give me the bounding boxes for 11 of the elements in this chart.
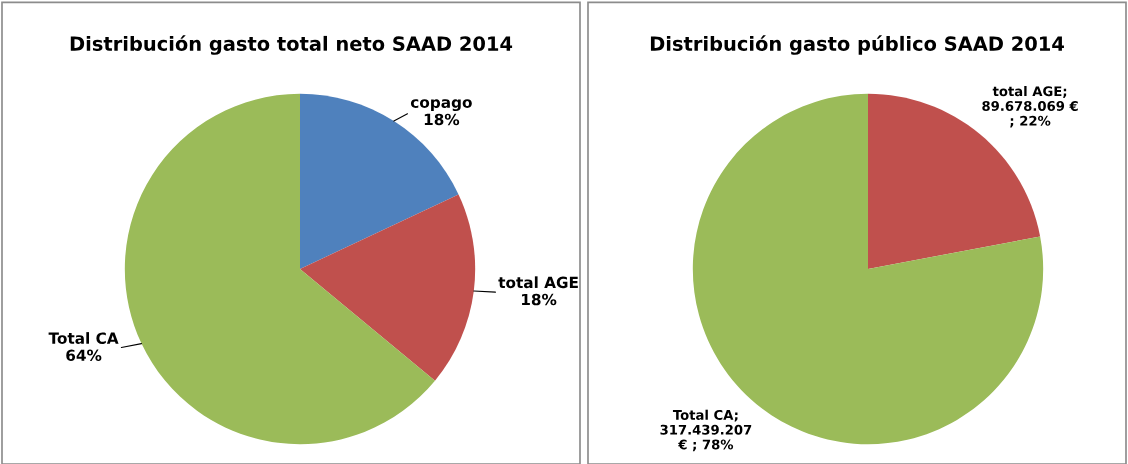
data-label: 18% [424, 113, 460, 126]
data-label: 64% [66, 349, 102, 362]
chart-title: Distribución gasto público SAAD 2014 [650, 35, 1064, 55]
chart-title: Distribución gasto total neto SAAD 2014 [70, 35, 513, 55]
slice-label: total AGE [498, 276, 578, 289]
data-label: 18% [522, 293, 557, 306]
slice-label: Total CA; 317.439.207 € ; 78% [660, 409, 752, 452]
slice-label: total AGE; 89.678.069 € ; 22% [982, 85, 1078, 128]
pie-slice [300, 194, 476, 381]
slice-label: copago [410, 99, 472, 112]
slice-label: Total CA [48, 332, 119, 344]
